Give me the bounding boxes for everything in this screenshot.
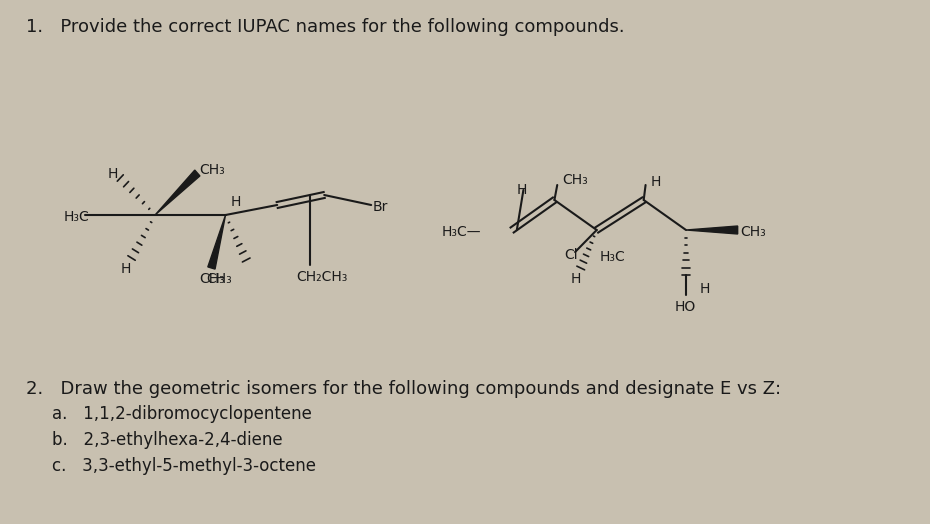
Polygon shape xyxy=(686,226,737,234)
Text: 1.   Provide the correct IUPAC names for the following compounds.: 1. Provide the correct IUPAC names for t… xyxy=(26,18,625,36)
Text: Cl: Cl xyxy=(564,248,578,262)
Text: a.   1,1,2-dibromocyclopentene: a. 1,1,2-dibromocyclopentene xyxy=(52,405,312,423)
Text: 2.   Draw the geometric isomers for the following compounds and designate E vs Z: 2. Draw the geometric isomers for the fo… xyxy=(26,380,781,398)
Text: H: H xyxy=(700,282,711,296)
Polygon shape xyxy=(207,215,226,269)
Text: H: H xyxy=(120,262,130,276)
Text: HO: HO xyxy=(674,300,696,314)
Text: CH₃: CH₃ xyxy=(740,225,766,239)
Text: H: H xyxy=(517,183,527,197)
Text: b.   2,3-ethylhexa-2,4-diene: b. 2,3-ethylhexa-2,4-diene xyxy=(52,431,283,449)
Text: H₃C—: H₃C— xyxy=(442,225,481,239)
Text: H₃C: H₃C xyxy=(64,210,89,224)
Text: H₃C: H₃C xyxy=(600,250,625,264)
Text: c.   3,3-ethyl-5-methyl-3-octene: c. 3,3-ethyl-5-methyl-3-octene xyxy=(52,457,315,475)
Text: H: H xyxy=(231,195,241,209)
Text: CH₃: CH₃ xyxy=(562,173,588,187)
Text: CH₃: CH₃ xyxy=(199,272,225,286)
Text: CH₃: CH₃ xyxy=(199,163,225,177)
Text: H: H xyxy=(650,175,660,189)
Polygon shape xyxy=(155,170,200,215)
Text: H: H xyxy=(570,272,580,286)
Text: Br: Br xyxy=(373,200,389,214)
Text: CH₂CH₃: CH₂CH₃ xyxy=(296,270,348,284)
Text: CH₃: CH₃ xyxy=(206,272,232,286)
Text: H: H xyxy=(108,167,118,181)
